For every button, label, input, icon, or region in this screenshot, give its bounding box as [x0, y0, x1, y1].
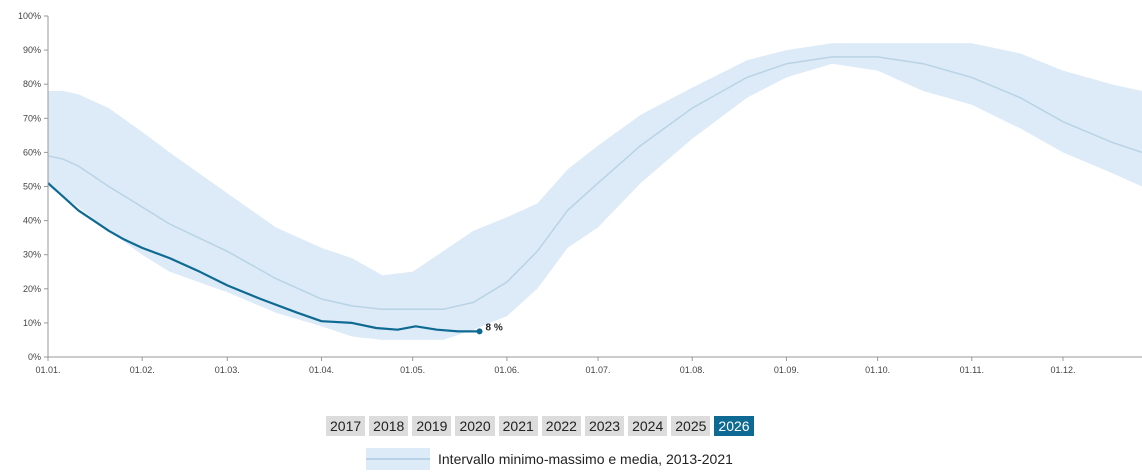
year-button-2026[interactable]: 2026 [714, 416, 754, 436]
y-tick-label: 100% [18, 11, 41, 21]
x-tick-label: 01.09. [774, 365, 799, 375]
y-tick-label: 70% [23, 113, 41, 123]
x-tick-label: 01.11. [960, 365, 984, 375]
x-tick-label: 01.01. [35, 365, 60, 375]
x-tick-label: 01.06. [494, 365, 519, 375]
x-tick-label: 01.03. [215, 365, 240, 375]
legend[interactable]: Intervallo minimo-massimo e media, 2013-… [366, 448, 733, 470]
x-tick-label: 01.10. [865, 365, 890, 375]
x-tick-label: 01.08. [680, 365, 705, 375]
legend-swatch [366, 448, 430, 470]
y-tick-label: 50% [23, 182, 41, 192]
x-axis-ticks: 01.01. 01.02. 01.03. 01.04. 01.05. 01.06. 01.0… [35, 357, 1076, 375]
chart: 8 % 0% 10% 20% 30% 40% 50% 60% 70% 80% 90% 100% 01… [18, 11, 1142, 375]
x-tick-label: 01.05. [400, 365, 425, 375]
series-end-label: 8 % [486, 322, 503, 333]
year-button-2020[interactable]: 2020 [455, 416, 495, 436]
x-tick-label: 01.12. [1050, 365, 1075, 375]
series-end-point [476, 328, 483, 335]
series-line-2026 [47, 182, 480, 333]
min-max-band [48, 43, 1142, 340]
y-tick-label: 40% [23, 216, 41, 226]
year-button-2017[interactable]: 2017 [326, 416, 366, 436]
mean-line [47, 56, 1142, 311]
x-tick-label: 01.04. [309, 365, 334, 375]
year-button-2018[interactable]: 2018 [369, 416, 409, 436]
year-selector: 2017 2018 2019 2020 2021 2022 2023 2024 2025 2026 [326, 416, 754, 436]
y-tick-label: 90% [23, 45, 41, 55]
y-tick-label: 10% [23, 318, 41, 328]
y-tick-label: 20% [23, 284, 41, 294]
year-button-2025[interactable]: 2025 [671, 416, 711, 436]
y-tick-label: 30% [23, 250, 41, 260]
y-axis-ticks: 0% 10% 20% 30% 40% 50% 60% 70% 80% 90% 100% [18, 11, 48, 362]
y-tick-label: 0% [28, 352, 41, 362]
legend-label: Intervallo minimo-massimo e media, 2013-… [438, 451, 733, 467]
year-button-2024[interactable]: 2024 [628, 416, 668, 436]
year-button-2019[interactable]: 2019 [412, 416, 452, 436]
year-button-2021[interactable]: 2021 [498, 416, 538, 436]
year-button-2023[interactable]: 2023 [584, 416, 625, 436]
year-button-2022[interactable]: 2022 [541, 416, 581, 436]
x-tick-label: 01.02. [130, 365, 155, 375]
y-tick-label: 80% [23, 79, 41, 89]
x-tick-label: 01.07. [586, 365, 611, 375]
y-tick-label: 60% [23, 147, 41, 157]
